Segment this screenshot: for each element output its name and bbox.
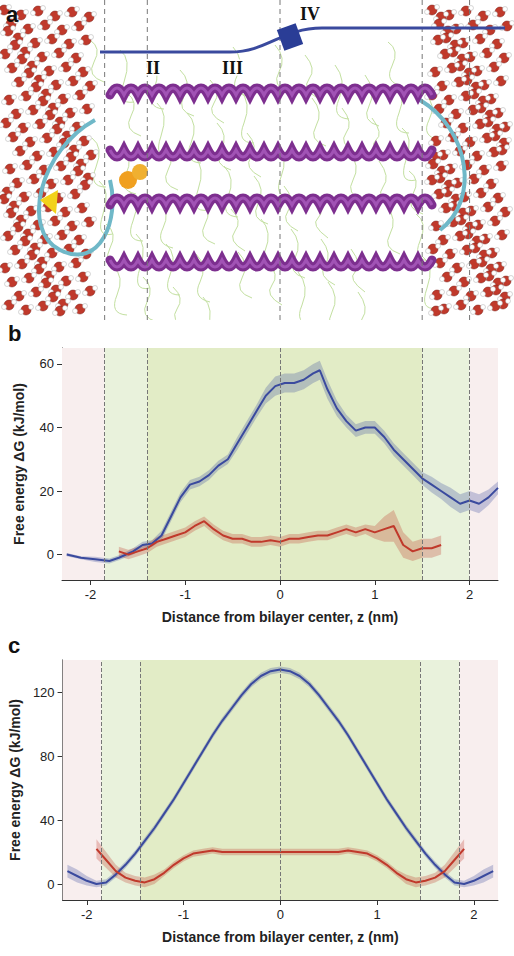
- svg-text:-2: -2: [81, 907, 93, 922]
- svg-text:Free energy ΔG (kJ/mol): Free energy ΔG (kJ/mol): [7, 699, 23, 861]
- svg-text:60: 60: [40, 356, 54, 371]
- svg-text:a: a: [6, 2, 19, 27]
- svg-text:0: 0: [47, 547, 54, 562]
- svg-text:-1: -1: [179, 587, 191, 602]
- svg-text:-1: -1: [178, 907, 190, 922]
- svg-text:II: II: [146, 58, 160, 78]
- svg-text:20: 20: [40, 484, 54, 499]
- svg-text:Distance from bilayer center,: Distance from bilayer center, z (nm): [162, 609, 399, 625]
- svg-text:2: 2: [470, 907, 477, 922]
- svg-text:40: 40: [40, 420, 54, 435]
- svg-text:c: c: [8, 633, 20, 658]
- svg-text:Free energy ΔG (kJ/mol): Free energy ΔG (kJ/mol): [11, 383, 27, 545]
- svg-text:0: 0: [47, 877, 54, 892]
- svg-text:120: 120: [33, 685, 55, 700]
- svg-text:-2: -2: [85, 587, 97, 602]
- svg-text:2: 2: [466, 587, 473, 602]
- svg-text:IV: IV: [300, 4, 320, 24]
- svg-text:III: III: [222, 58, 243, 78]
- svg-text:40: 40: [40, 813, 54, 828]
- svg-text:0: 0: [277, 907, 284, 922]
- svg-text:80: 80: [40, 749, 54, 764]
- svg-text:1: 1: [371, 587, 378, 602]
- svg-text:b: b: [8, 321, 21, 346]
- svg-text:0: 0: [276, 587, 283, 602]
- svg-text:1: 1: [373, 907, 380, 922]
- svg-text:Distance from bilayer center,: Distance from bilayer center, z (nm): [162, 929, 399, 945]
